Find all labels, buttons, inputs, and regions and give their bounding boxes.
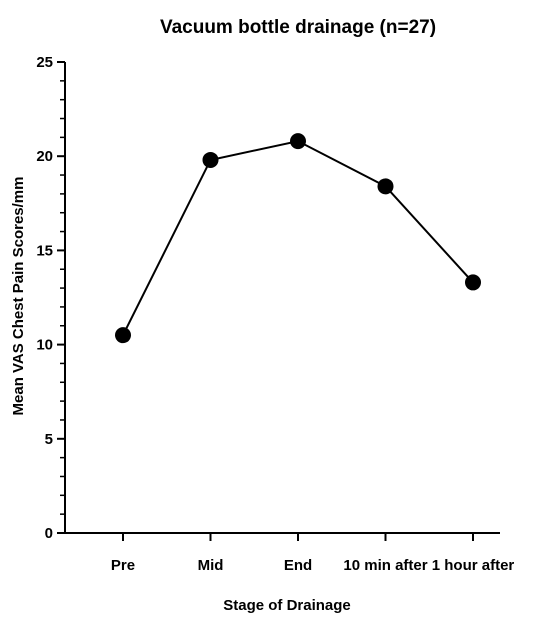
- chart-title: Vacuum bottle drainage (n=27): [160, 17, 436, 38]
- y-axis-title: Mean VAS Chest Pain Scores/mm: [10, 177, 27, 416]
- data-point: [290, 133, 306, 150]
- x-axis-title: Stage of Drainage: [223, 597, 351, 614]
- tick-labels: 0 5 10 15 20 25 Pre Mid End 10 min after 1 hour af…: [36, 54, 514, 574]
- data-point: [377, 178, 394, 195]
- series-line-path: [122, 140, 474, 336]
- x-tick-label: Pre: [111, 557, 135, 574]
- data-point: [465, 274, 481, 291]
- x-tick-label: Mid: [198, 557, 224, 574]
- y-tick-label: 0: [45, 525, 53, 542]
- tick-marks: [57, 61, 474, 541]
- data-point: [202, 151, 219, 168]
- y-tick-label: 20: [36, 148, 53, 165]
- x-tick-label: 1 hour after: [432, 557, 515, 574]
- y-tick-label: 25: [36, 54, 53, 71]
- y-tick-label: 5: [45, 431, 53, 448]
- y-tick-label: 15: [36, 242, 53, 259]
- data-point: [115, 327, 131, 344]
- y-tick-label: 10: [36, 337, 53, 354]
- x-tick-label: End: [284, 557, 312, 574]
- x-tick-label: 10 min after: [343, 557, 427, 574]
- axes: [64, 62, 500, 534]
- data-points: [115, 133, 481, 344]
- series-line: [122, 140, 474, 336]
